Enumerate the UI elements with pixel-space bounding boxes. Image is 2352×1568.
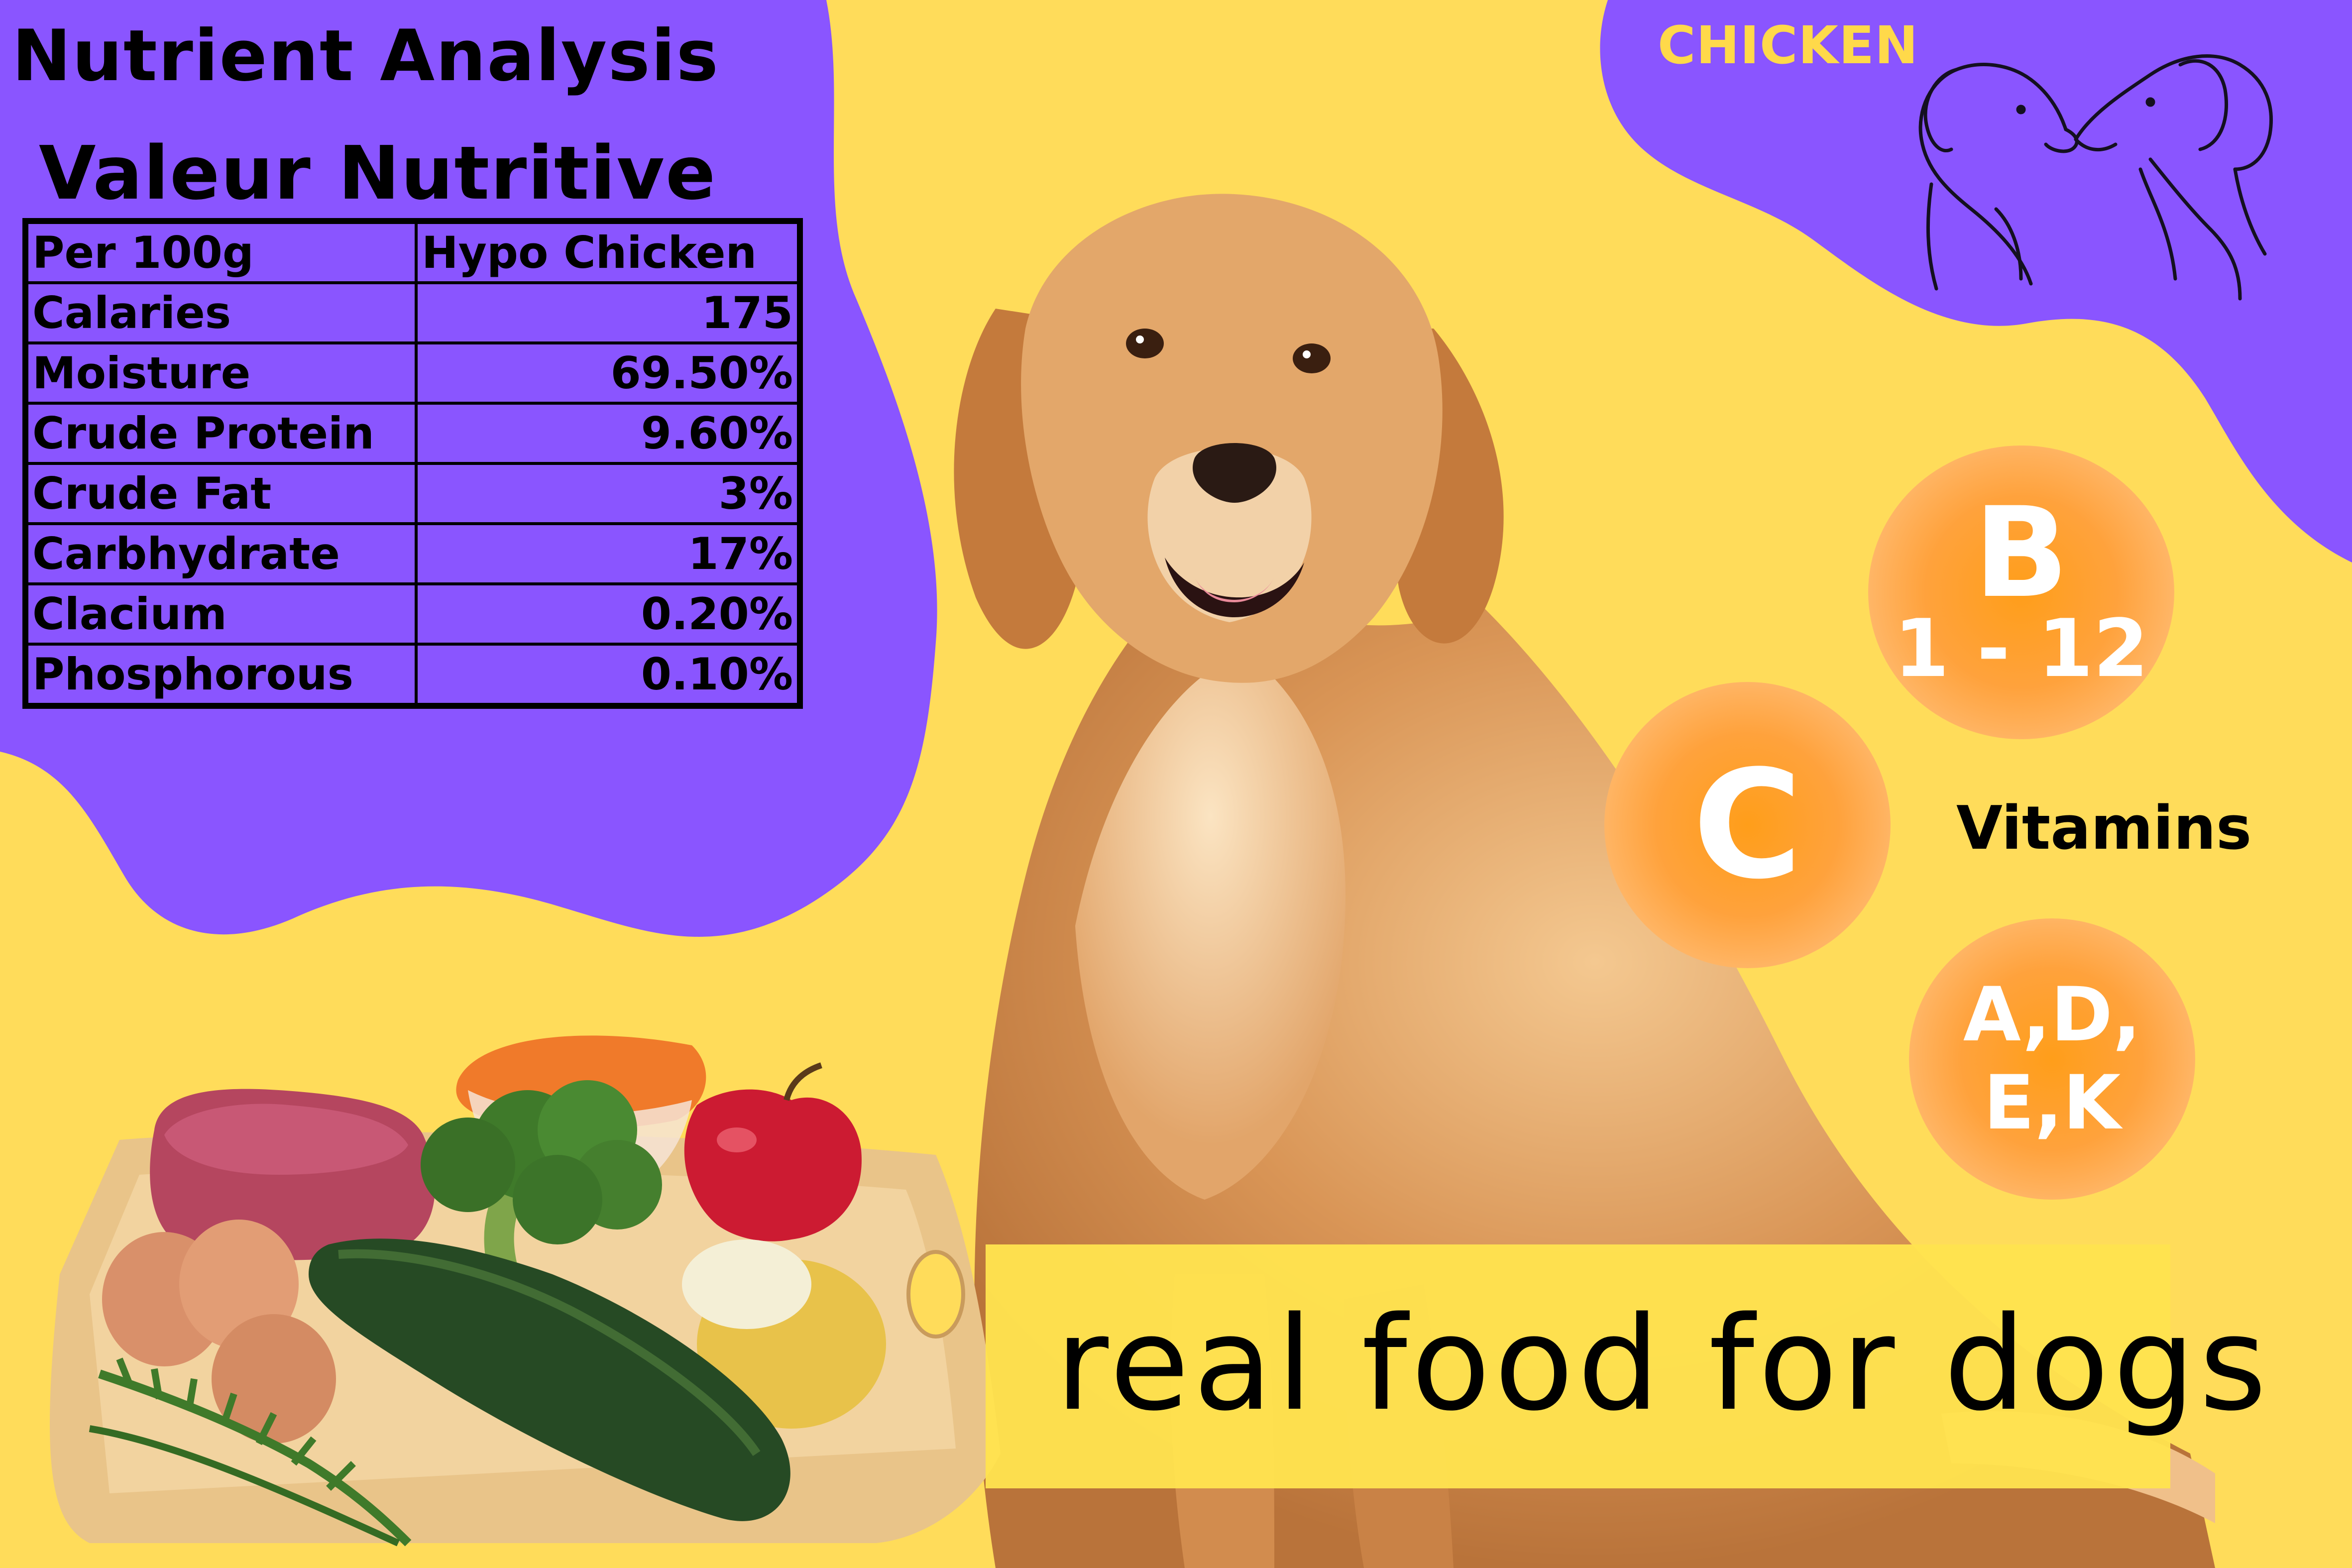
vitamin-b-range: 1 - 12 [1894, 601, 2149, 695]
nutrient-value: 17% [415, 522, 801, 585]
table-row: Crude Protein 9.60% [24, 402, 801, 465]
tagline: real food for dogs [1055, 1289, 2271, 1440]
flavor-label: CHICKEN [1658, 15, 1919, 76]
nutrient-label: Crude Protein [24, 402, 418, 465]
nutrient-label: Clacium [24, 582, 418, 646]
heading-nutrient-analysis: Nutrient Analysis [12, 15, 719, 97]
vitamin-c-letter: C [1692, 738, 1802, 912]
heading-valeur-nutritive: Valeur Nutritive [39, 130, 717, 216]
vitamin-adek-line2: E,K [1983, 1059, 2121, 1146]
table-row: Moisture 69.50% [24, 341, 801, 405]
table-row: Clacium 0.20% [24, 582, 801, 646]
vitamin-adek-line1: A,D, [1963, 971, 2141, 1058]
nutrient-value: 175 [415, 281, 801, 344]
table-row: Carbhydrate 17% [24, 522, 801, 585]
nutrient-value: 69.50% [415, 341, 801, 405]
nutrient-table: Per 100g Hypo Chicken Calaries 175 Moist… [22, 218, 803, 709]
tagline-banner [986, 1244, 2170, 1488]
table-header-cell: Hypo Chicken [415, 220, 801, 284]
table-header-cell: Per 100g [24, 220, 418, 284]
raw-food-on-cutting-board-illustration [50, 1035, 1001, 1547]
table-row: Crude Fat 3% [24, 462, 801, 525]
vitamins-label: Vitamins [1956, 794, 2252, 863]
nutrient-label: Calaries [24, 281, 418, 344]
vitamin-c-badge: C [1604, 682, 1891, 968]
nutrient-value: 0.20% [415, 582, 801, 646]
vitamin-adek-badge: A,D, E,K [1909, 918, 2195, 1200]
nutrient-value: 3% [415, 462, 801, 525]
two-dogs-line-art-icon [1918, 54, 2273, 301]
table-row: Calaries 175 [24, 281, 801, 344]
vitamin-b-letter: B [1974, 480, 2069, 625]
table-header-row: Per 100g Hypo Chicken [24, 220, 801, 284]
table-row: Phosphorous 0.10% [24, 643, 801, 707]
purple-blob-right [1600, 0, 2352, 562]
nutrient-label: Moisture [24, 341, 418, 405]
nutrient-label: Crude Fat [24, 462, 418, 525]
nutrient-value: 9.60% [415, 402, 801, 465]
vitamin-b-badge: B 1 - 12 [1868, 446, 2174, 739]
nutrient-value: 0.10% [415, 643, 801, 707]
nutrient-label: Carbhydrate [24, 522, 418, 585]
nutrient-label: Phosphorous [24, 643, 418, 707]
